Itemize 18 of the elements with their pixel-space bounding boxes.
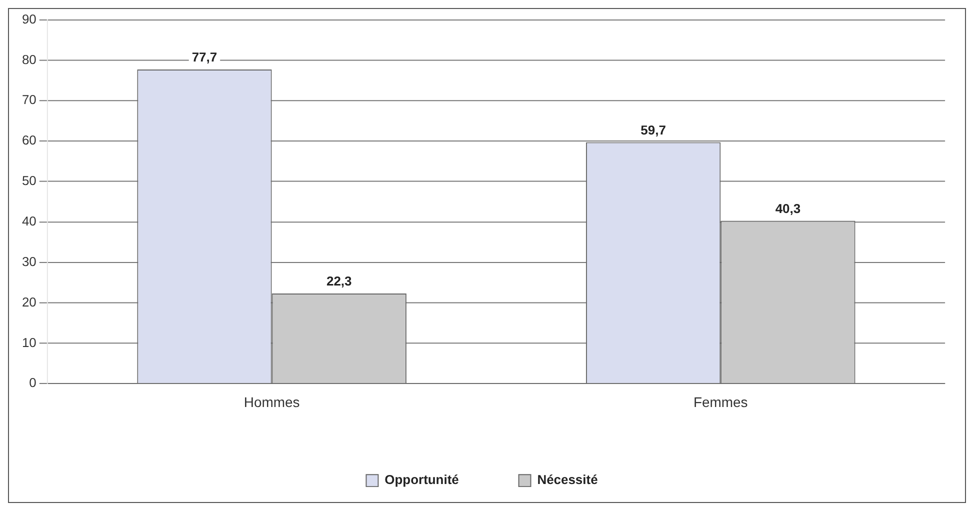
y-tick-label: 40: [22, 214, 36, 228]
legend-label: Opportunité: [384, 472, 459, 488]
data-label: 77,7: [192, 50, 218, 65]
data-label: 59,7: [640, 122, 666, 138]
legend-label: Nécessité: [537, 472, 598, 488]
y-tick-label: 20: [22, 294, 36, 310]
x-tick-label: Hommes: [244, 394, 300, 410]
y-tick-label: 30: [22, 254, 36, 269]
x-tick-label: Femmes: [693, 394, 748, 410]
y-tick-label: 90: [22, 11, 36, 26]
y-tick-label: 60: [22, 132, 36, 148]
data-label: 40,3: [775, 200, 801, 216]
data-label: 22,3: [326, 274, 352, 289]
y-tick-label: 10: [22, 334, 36, 350]
y-tick-label: 50: [22, 173, 36, 188]
y-tick-label: 0: [29, 375, 36, 390]
y-tick-label: 80: [22, 52, 36, 67]
y-tick-label: 70: [22, 92, 36, 108]
